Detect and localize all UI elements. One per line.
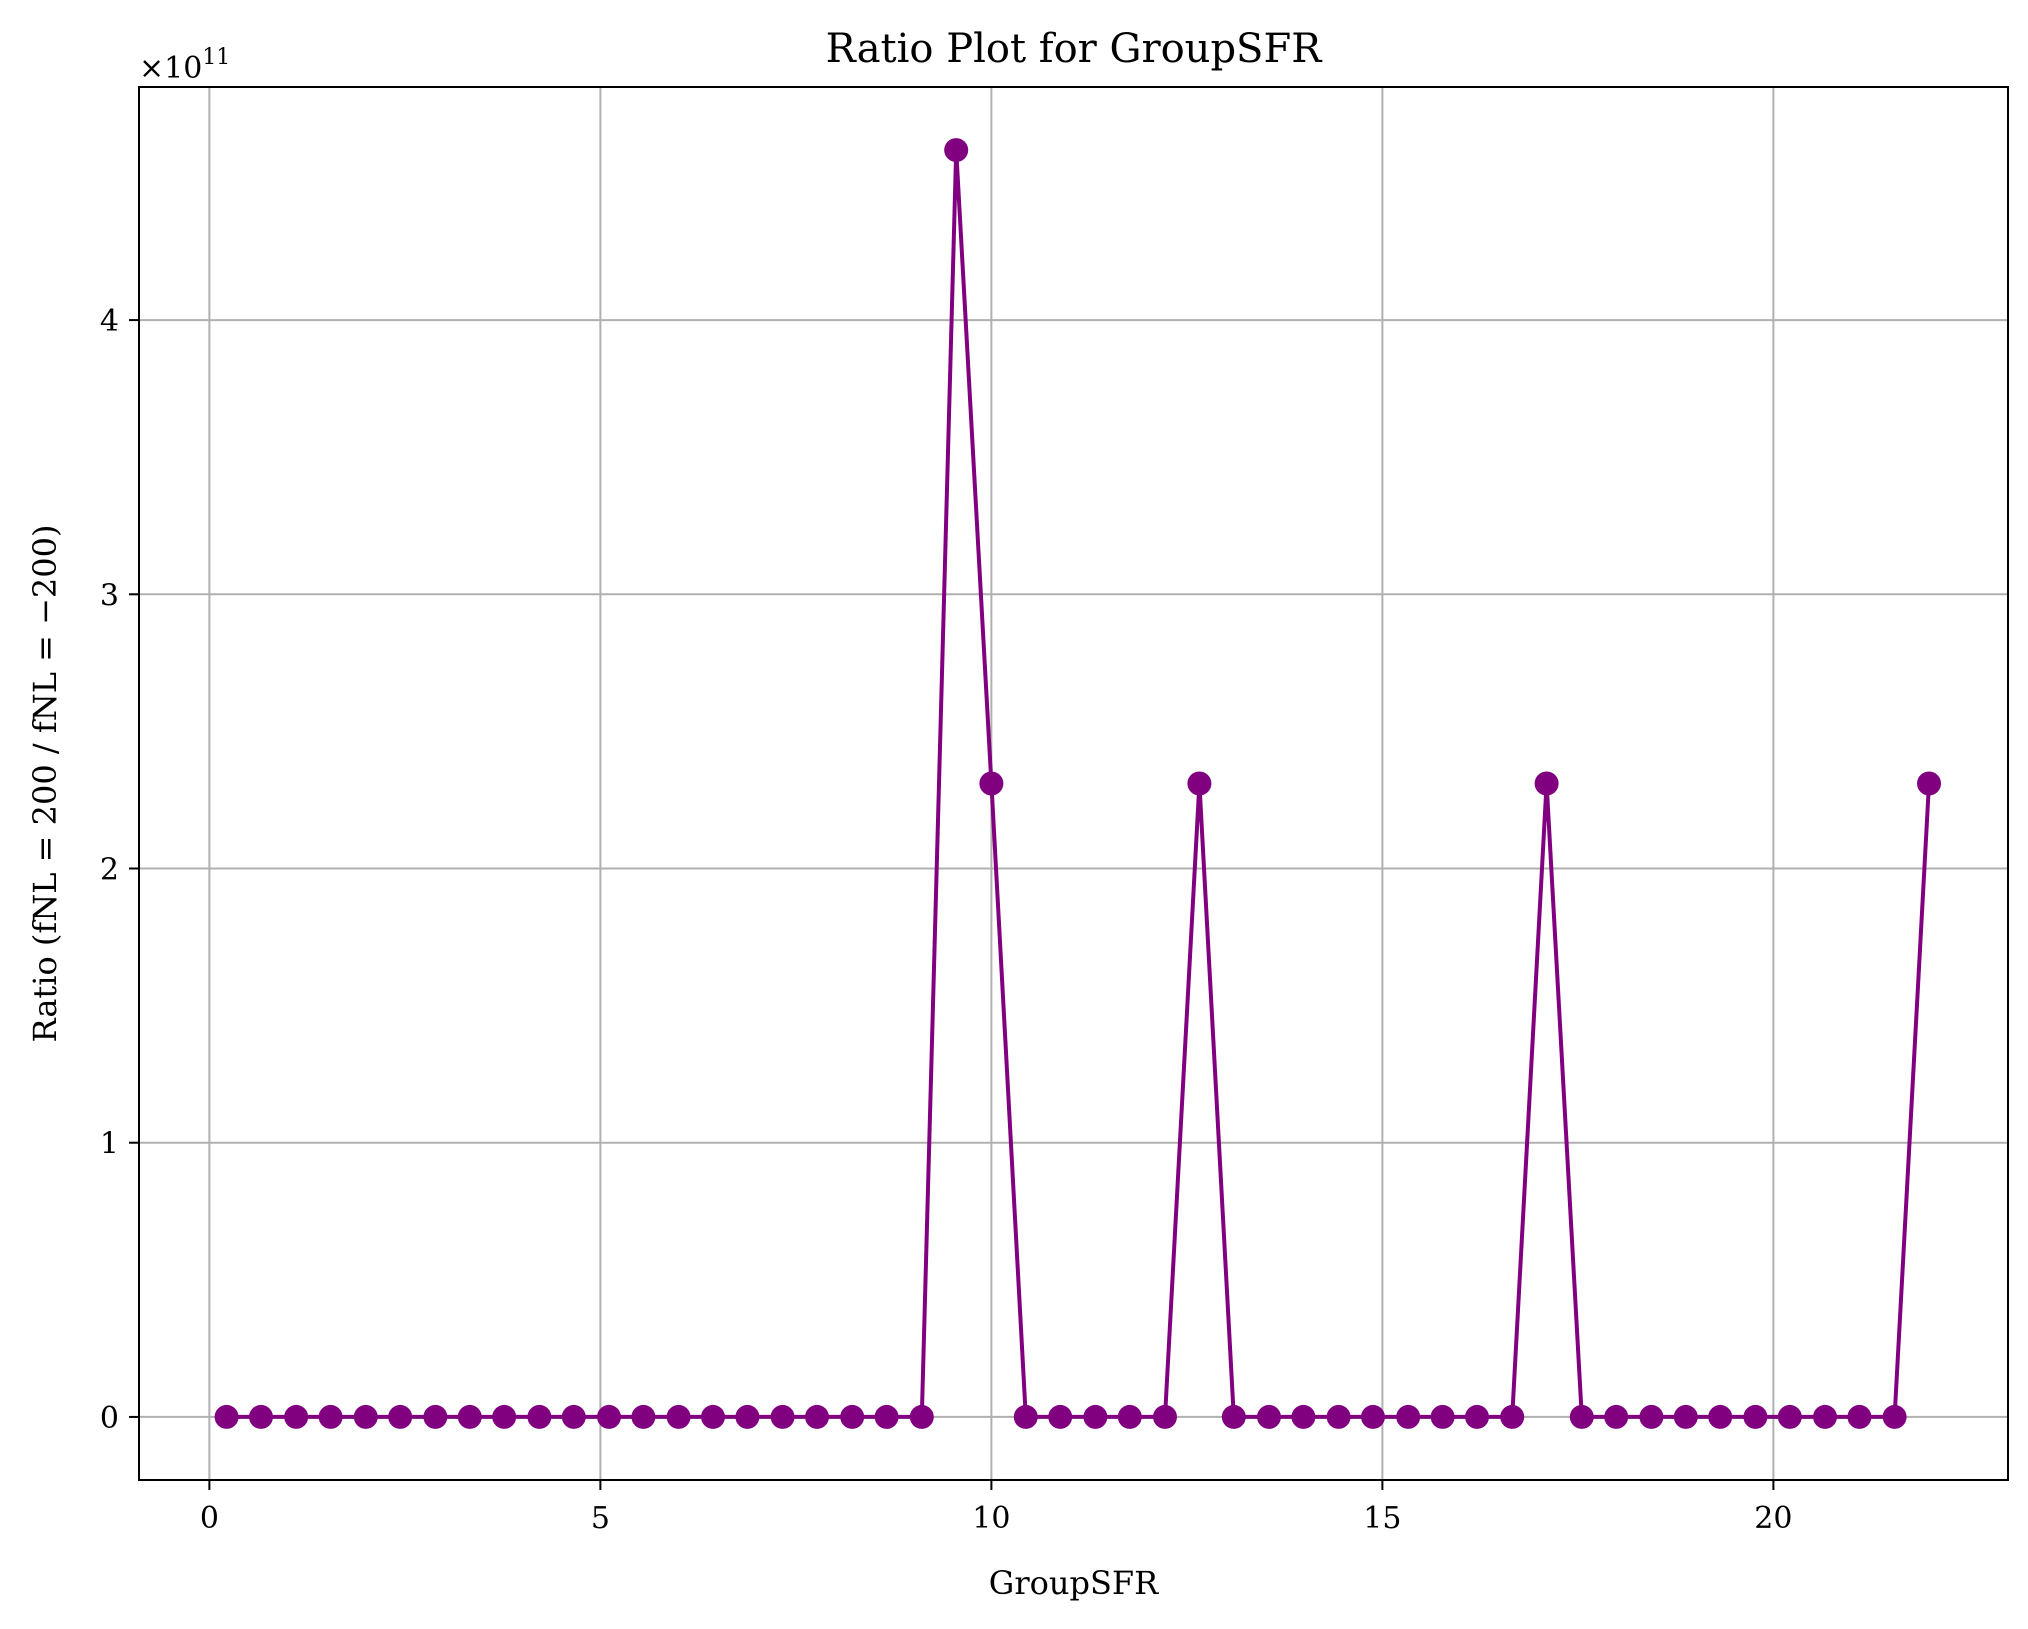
- data-point: [1673, 1404, 1698, 1429]
- data-point: [596, 1404, 621, 1429]
- data-point: [874, 1404, 899, 1429]
- y-tick-label: 3: [100, 578, 119, 613]
- data-point: [1465, 1404, 1490, 1429]
- data-point: [1743, 1404, 1768, 1429]
- data-point: [840, 1404, 865, 1429]
- x-axis-label: GroupSFR: [989, 1564, 1159, 1602]
- data-point: [1221, 1404, 1246, 1429]
- x-tick-label: 15: [1363, 1501, 1401, 1536]
- data-point: [561, 1404, 586, 1429]
- data-point: [1361, 1404, 1386, 1429]
- data-point: [979, 771, 1004, 796]
- x-tick-label: 20: [1754, 1501, 1792, 1536]
- data-point: [631, 1404, 656, 1429]
- data-point: [214, 1404, 239, 1429]
- grid: [139, 87, 2008, 1480]
- data-point: [1291, 1404, 1316, 1429]
- data-point: [423, 1404, 448, 1429]
- data-point: [805, 1404, 830, 1429]
- data-point: [944, 138, 969, 163]
- data-point: [1430, 1404, 1455, 1429]
- data-point: [700, 1404, 725, 1429]
- ticks: 0 5 10 15 20 0 1 2 3 4: [100, 304, 1793, 1536]
- data-point: [1534, 771, 1559, 796]
- data-point: [1604, 1404, 1629, 1429]
- y-axis-multiplier-base: ×10: [139, 51, 202, 86]
- y-axis-label: Ratio (fNL = 200 / fNL = −200): [26, 525, 64, 1043]
- data-point: [1847, 1404, 1872, 1429]
- x-tick-label: 5: [591, 1501, 610, 1536]
- data-point: [1187, 771, 1212, 796]
- series-line: [226, 149, 1931, 1419]
- data-point: [1813, 1404, 1838, 1429]
- y-tick-label: 1: [100, 1127, 119, 1162]
- data-point: [284, 1404, 309, 1429]
- data-point: [770, 1404, 795, 1429]
- chart-title: Ratio Plot for GroupSFR: [826, 26, 1324, 72]
- data-point: [1013, 1404, 1038, 1429]
- data-point: [318, 1404, 343, 1429]
- data-point: [1882, 1404, 1907, 1429]
- series-layer: [214, 138, 1942, 1429]
- data-point: [492, 1404, 517, 1429]
- x-tick-label: 0: [200, 1501, 219, 1536]
- data-point: [1777, 1404, 1802, 1429]
- x-tick-label: 10: [972, 1501, 1010, 1536]
- data-point: [1708, 1404, 1733, 1429]
- data-point: [909, 1404, 934, 1429]
- data-point: [388, 1404, 413, 1429]
- data-point: [1257, 1404, 1282, 1429]
- data-point: [248, 1404, 273, 1429]
- data-point: [1639, 1404, 1664, 1429]
- data-point: [353, 1404, 378, 1429]
- y-axis-multiplier-exponent: 11: [202, 45, 230, 70]
- data-point: [1500, 1404, 1525, 1429]
- data-point: [1569, 1404, 1594, 1429]
- data-point: [1917, 771, 1942, 796]
- data-point: [1083, 1404, 1108, 1429]
- data-point: [1396, 1404, 1421, 1429]
- y-axis-multiplier: ×1011: [139, 45, 230, 86]
- data-point: [1326, 1404, 1351, 1429]
- plot-frame: [138, 86, 2009, 1481]
- data-point: [1048, 1404, 1073, 1429]
- data-point: [666, 1404, 691, 1429]
- data-point: [735, 1404, 760, 1429]
- y-tick-label: 4: [100, 304, 119, 339]
- data-point: [1152, 1404, 1177, 1429]
- data-point: [527, 1404, 552, 1429]
- y-tick-label: 2: [100, 853, 119, 888]
- y-tick-label: 0: [100, 1401, 119, 1436]
- data-point: [1117, 1404, 1142, 1429]
- data-point: [457, 1404, 482, 1429]
